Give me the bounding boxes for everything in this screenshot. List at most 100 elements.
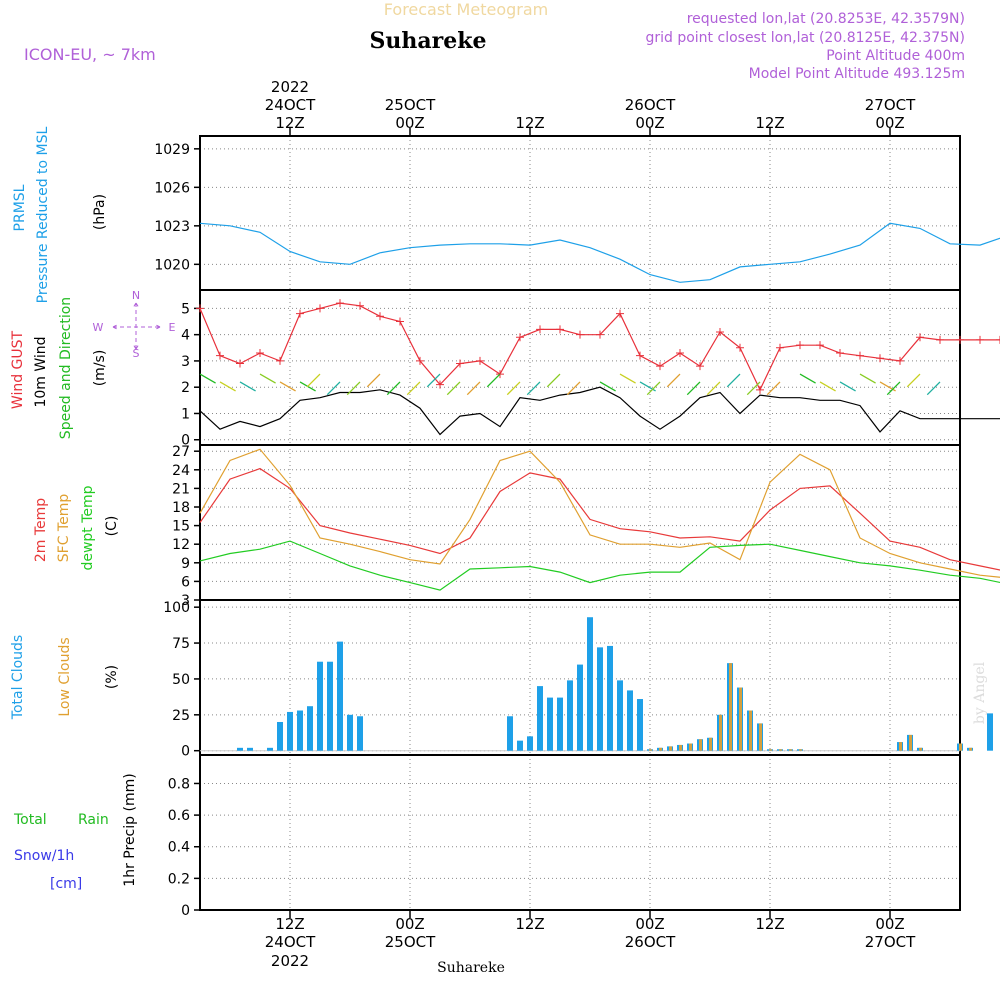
model-altitude: Model Point Altitude 493.125m bbox=[749, 66, 965, 82]
gust-marker bbox=[416, 356, 424, 365]
y-tick-label: 0 bbox=[181, 433, 190, 449]
temp-unit: (C) bbox=[104, 516, 120, 537]
low-cloud-bar bbox=[789, 749, 792, 751]
gust-marker bbox=[356, 301, 364, 310]
y-tick-label: 18 bbox=[172, 500, 190, 516]
compass-w: W bbox=[93, 321, 104, 334]
wind-direction-arrow bbox=[386, 381, 401, 396]
pressure-panel-labels: PRMSL Pressure Reduced to MSL (hPa) bbox=[12, 126, 108, 303]
y-tick-label: 27 bbox=[172, 444, 190, 460]
low-cloud-bar bbox=[669, 746, 672, 751]
total-cloud-bar bbox=[287, 711, 293, 751]
bottom-time-label: 27OCT bbox=[865, 933, 916, 951]
wind-direction-arrow bbox=[599, 381, 616, 392]
total-cloud-bar bbox=[237, 747, 243, 751]
wind-direction-arrow bbox=[446, 381, 461, 396]
footer-location: Suhareke bbox=[437, 960, 505, 976]
t2m-line bbox=[199, 467, 1000, 571]
wind-direction-arrow bbox=[839, 381, 856, 392]
total-cloud-bar bbox=[607, 645, 613, 751]
compass-n: N bbox=[132, 289, 140, 302]
low-cloud-bar bbox=[719, 714, 722, 751]
bottom-time-label: 12Z bbox=[275, 915, 304, 933]
wind-direction-arrow bbox=[279, 381, 296, 392]
y-tick-label: 1029 bbox=[154, 142, 190, 158]
compass-rose-icon: N W E S bbox=[93, 289, 176, 360]
gust-marker bbox=[636, 351, 644, 360]
total-cloud-bar bbox=[567, 680, 573, 751]
total-cloud-bar bbox=[327, 661, 333, 751]
gust-marker bbox=[576, 330, 584, 339]
wind-direction-arrow bbox=[346, 381, 361, 396]
total-cloud-bar bbox=[637, 699, 643, 751]
compass-s: S bbox=[133, 347, 140, 360]
total-cloud-bar bbox=[307, 706, 313, 751]
gust-marker bbox=[256, 349, 264, 358]
gust-marker bbox=[676, 349, 684, 358]
wind-direction-arrow bbox=[306, 373, 321, 388]
dewpt-label: dewpt Temp bbox=[80, 485, 96, 570]
low-cloud-bar bbox=[659, 747, 662, 751]
wind-direction-arrow bbox=[766, 381, 781, 396]
total-cloud-bar bbox=[507, 716, 513, 751]
y-tick-label: 3 bbox=[181, 354, 190, 370]
y-tick-label: 6 bbox=[181, 574, 190, 590]
y-tick-label: 0.2 bbox=[168, 871, 190, 887]
y-tick-label: 0.6 bbox=[168, 808, 190, 824]
wind-direction-arrow bbox=[259, 373, 276, 384]
panel-0: 1020 1023 1026 1029 bbox=[154, 135, 1000, 291]
wind-direction-arrow bbox=[366, 373, 381, 388]
total-cloud-bar bbox=[317, 661, 323, 751]
wind-direction-arrow bbox=[506, 381, 521, 396]
panel-frame bbox=[199, 135, 961, 291]
wind-direction-arrow bbox=[526, 381, 541, 396]
gust-marker bbox=[376, 312, 384, 321]
gust-marker bbox=[976, 335, 984, 344]
y-tick-label: 0 bbox=[181, 903, 190, 919]
gust-marker bbox=[736, 343, 744, 352]
total-cloud-bar bbox=[297, 710, 303, 751]
y-tick-label: 75 bbox=[172, 636, 190, 652]
cm-label: [cm] bbox=[50, 876, 82, 892]
gust-marker bbox=[816, 341, 824, 350]
wind-direction-arrow bbox=[799, 373, 816, 384]
point-altitude: Point Altitude 400m bbox=[826, 48, 965, 64]
low-cloud-bar bbox=[969, 747, 972, 751]
temp-panel-labels: 2m Temp SFC Temp dewpt Temp (C) bbox=[33, 485, 120, 570]
compass-e: E bbox=[169, 321, 176, 334]
gust-marker bbox=[656, 362, 664, 371]
y-tick-label: 100 bbox=[163, 600, 190, 616]
bottom-time-label: 26OCT bbox=[625, 933, 676, 951]
gust-marker bbox=[776, 343, 784, 352]
gust-marker bbox=[796, 341, 804, 350]
bottom-time-label: 00Z bbox=[875, 915, 904, 933]
top-time-label: 00Z bbox=[395, 114, 424, 132]
top-time-label: 25OCT bbox=[385, 96, 436, 114]
top-time-label: 2022 bbox=[271, 78, 309, 96]
snow-label: Snow/1h bbox=[14, 848, 74, 864]
wind-direction-arrow bbox=[199, 373, 216, 384]
panel-4: 0 0.2 0.4 0.6 0.8 bbox=[168, 754, 961, 919]
prmsl-line bbox=[199, 222, 1000, 283]
low-cloud-bar bbox=[769, 749, 772, 751]
wind-direction-arrow bbox=[546, 373, 561, 388]
wind-direction-arrow bbox=[646, 381, 661, 396]
gust-marker bbox=[336, 299, 344, 308]
total-cloud-bar bbox=[547, 697, 553, 751]
low-cloud-bar bbox=[899, 742, 902, 751]
gust-marker bbox=[456, 359, 464, 368]
total-cloud-bar bbox=[337, 641, 343, 751]
wind-direction-arrow bbox=[746, 381, 761, 396]
gust-marker bbox=[996, 335, 1000, 344]
gust-line bbox=[199, 302, 1000, 392]
gust-marker bbox=[856, 351, 864, 360]
cloud-unit: (%) bbox=[104, 665, 120, 689]
requested-coords: requested lon,lat (20.8253E, 42.3579N) bbox=[687, 11, 965, 27]
gust-marker bbox=[696, 362, 704, 371]
gust-marker bbox=[716, 328, 724, 337]
pressure-label: Pressure Reduced to MSL bbox=[35, 126, 51, 303]
total-cloud-bar bbox=[267, 747, 273, 751]
gust-marker bbox=[756, 385, 764, 394]
